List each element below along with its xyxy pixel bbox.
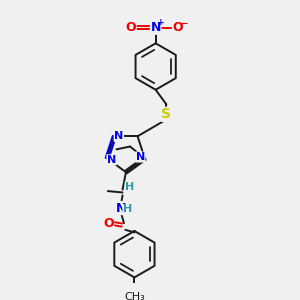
Text: O: O: [172, 21, 183, 34]
Text: H: H: [123, 205, 132, 214]
Text: −: −: [180, 19, 187, 28]
Text: O: O: [103, 217, 114, 230]
Text: N: N: [116, 202, 126, 214]
Text: CH₃: CH₃: [124, 292, 145, 300]
Text: O: O: [125, 21, 136, 34]
Text: +: +: [157, 18, 165, 27]
Text: N: N: [151, 21, 161, 34]
Text: N: N: [114, 131, 123, 141]
Text: N: N: [136, 152, 145, 162]
Text: H: H: [125, 182, 134, 192]
Text: N: N: [107, 155, 116, 165]
Text: S: S: [161, 107, 171, 122]
